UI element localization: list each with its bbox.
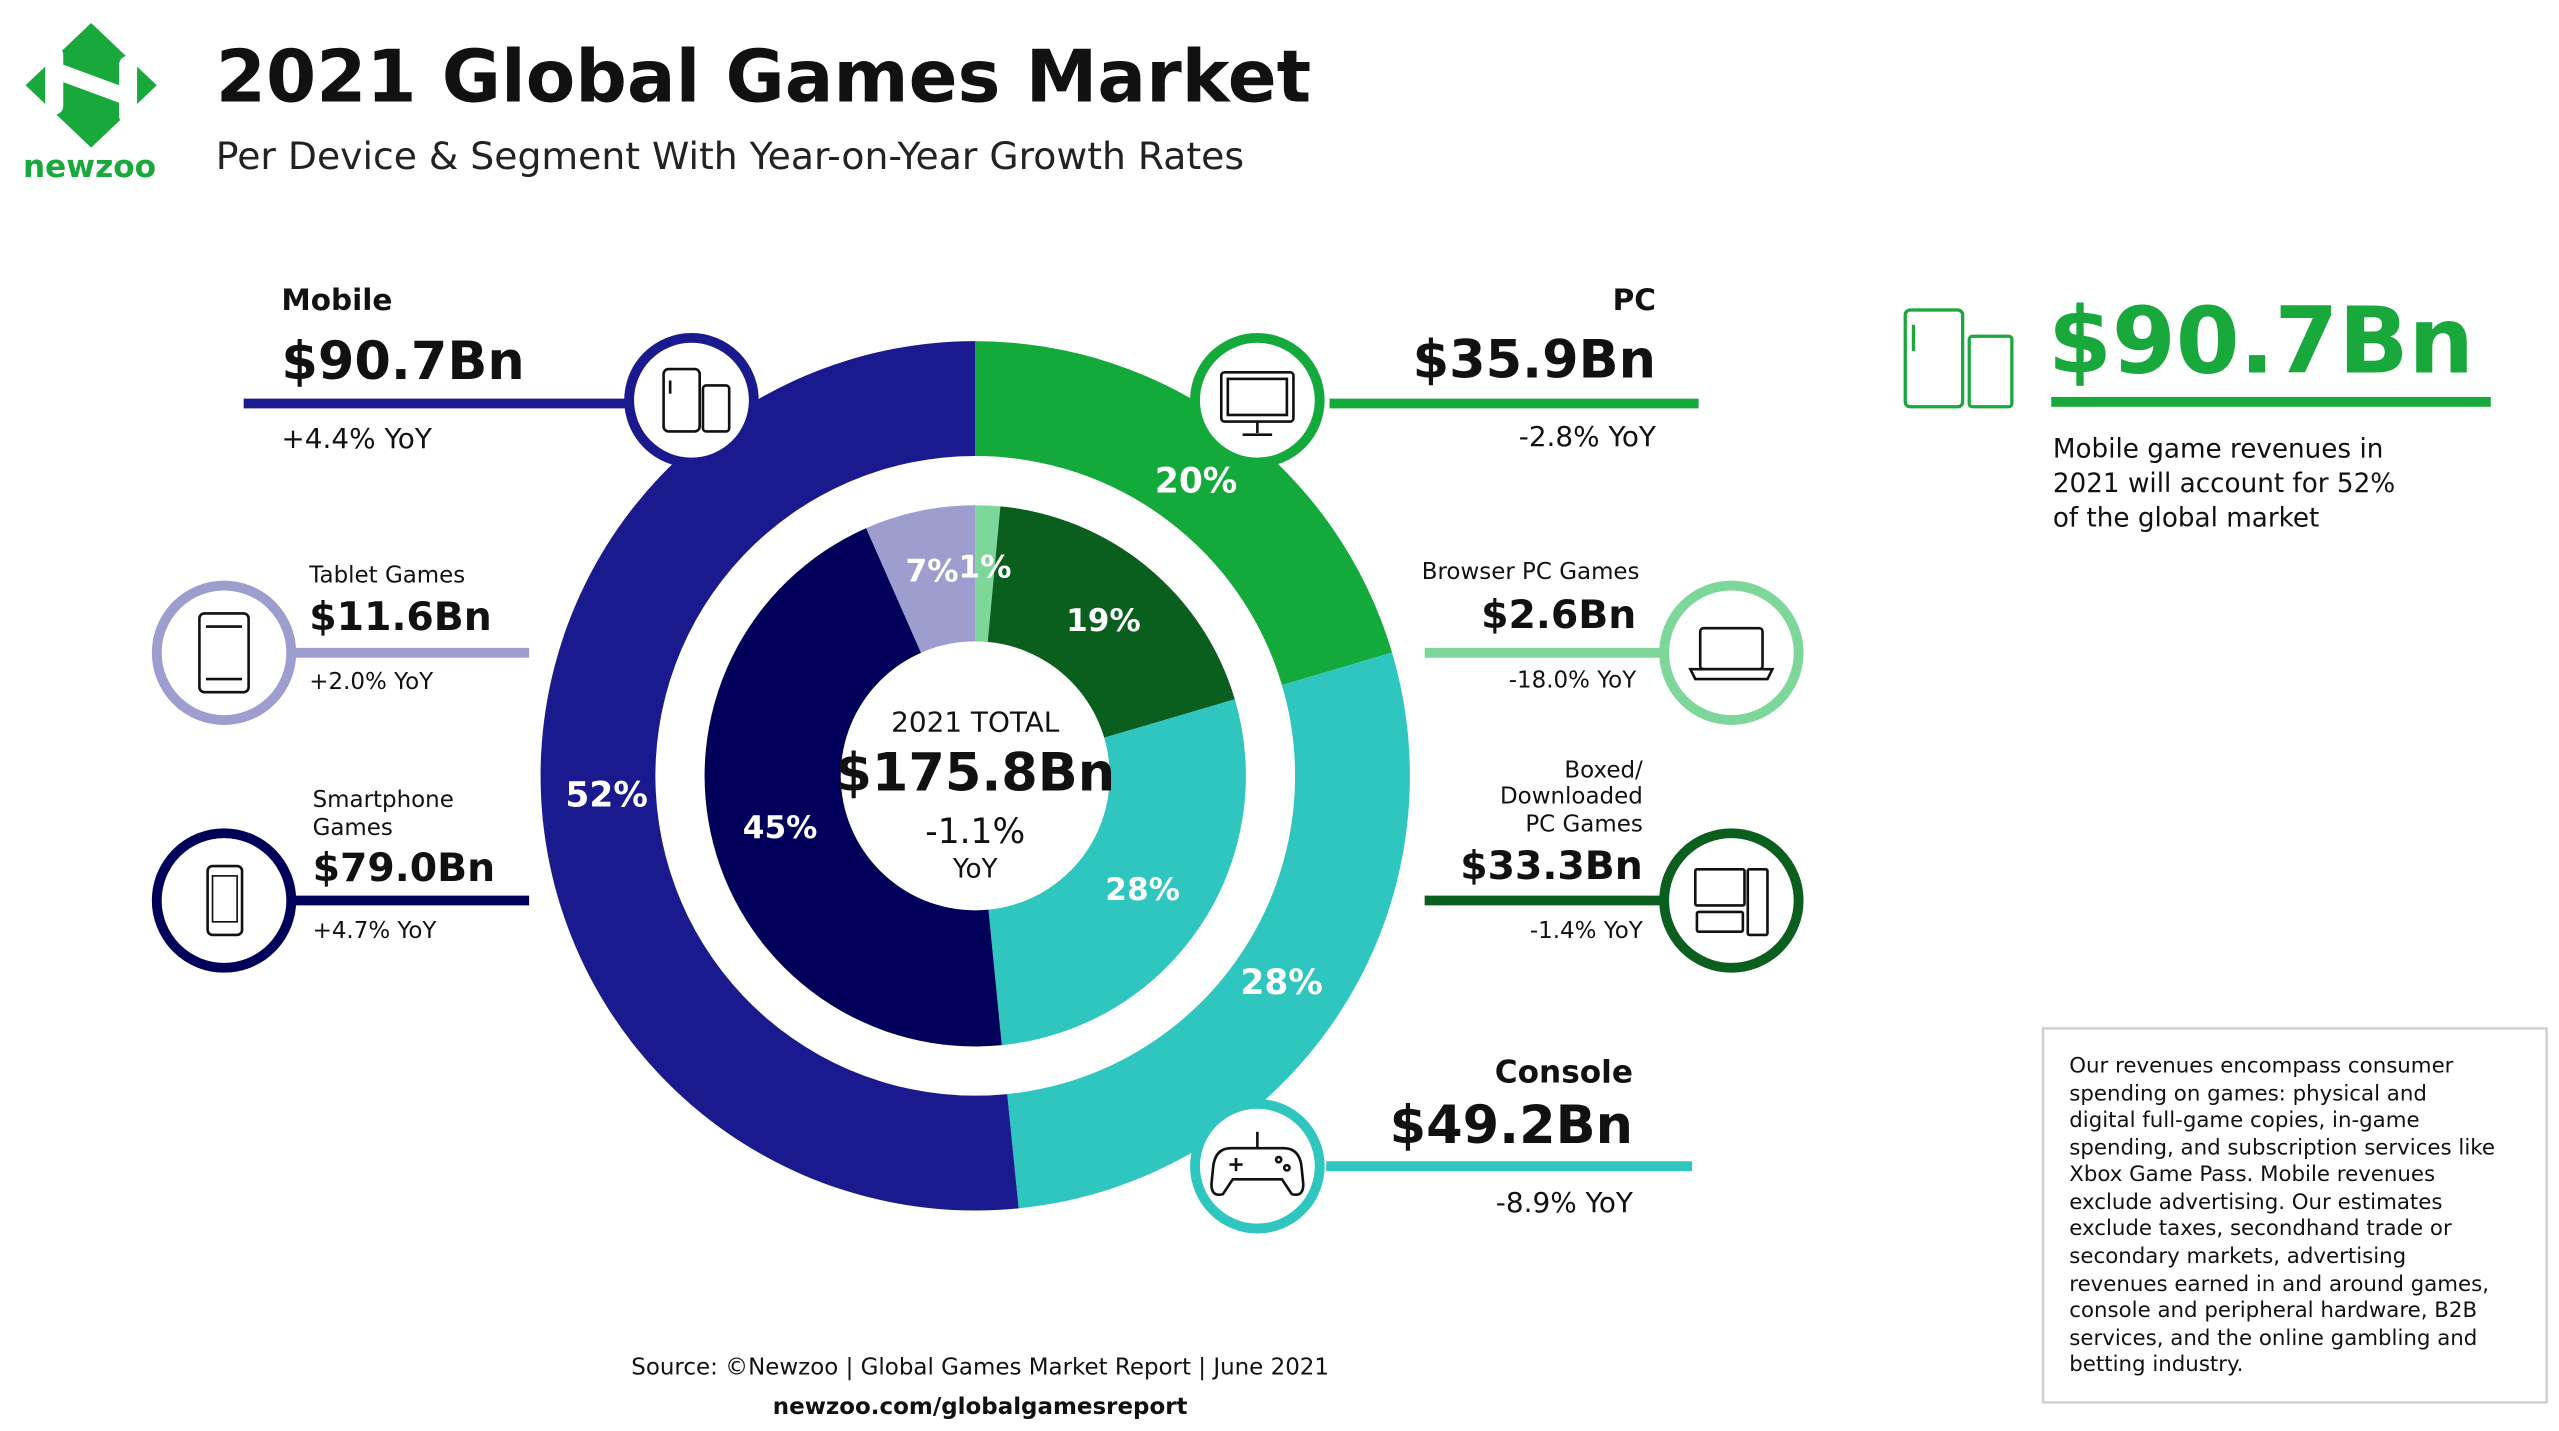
center-total-value: $175.8Bn <box>835 743 1115 804</box>
callout-mobile: Mobile $90.7Bn +4.4% YoY <box>243 283 759 468</box>
callout-browser-pc-games: Browser PC Games $2.6Bn -18.0% YoY <box>1422 559 1804 725</box>
source-text: Source: ©Newzoo | Global Games Market Re… <box>631 1355 1329 1381</box>
note-line-11: services, and the online gambling and <box>2069 1326 2477 1351</box>
mobile-yoy: +4.4% YoY <box>281 422 432 455</box>
gamepad-icon <box>1210 1131 1305 1197</box>
note-line-6: exclude advertising. Our estimates <box>2069 1190 2442 1215</box>
callout-smartphone-games: Smartphone Games $79.0Bn +4.7% YoY <box>151 787 530 973</box>
tablet-games-label: Tablet Games <box>308 562 465 588</box>
page-title: 2021 Global Games Market <box>216 36 1311 120</box>
console-yoy: -8.9% YoY <box>1496 1186 1634 1219</box>
outer-ring-slice-mobile <box>540 341 1019 1211</box>
browser-pc-games-yoy: -18.0% YoY <box>1509 667 1638 693</box>
inner-share-labels: 1% 19% 28% 45% 7% <box>743 549 1180 907</box>
smartphone-games-label-line2: Games <box>313 815 393 841</box>
methodology-note: Our revenues encompass consumer spending… <box>2041 1027 2548 1404</box>
report-link[interactable]: newzoo.com/globalgamesreport <box>773 1394 1188 1420</box>
tablet-games-value: $11.6Bn <box>309 594 492 640</box>
page-subtitle: Per Device & Segment With Year-on-Year G… <box>216 134 1244 178</box>
note-line-9: revenues earned in and around games, <box>2069 1272 2489 1297</box>
inner-ring-share-label-tablet-games: 7% <box>906 554 959 590</box>
outer-ring-share-label-mobile: 52% <box>565 776 647 816</box>
desktop-tower-icon <box>1693 868 1769 937</box>
pc-yoy: -2.8% YoY <box>1519 420 1657 453</box>
laptop-icon <box>1688 626 1775 681</box>
inner-ring-share-label-console: 28% <box>1105 872 1180 908</box>
highlight-text-line3: of the global market <box>2053 504 2319 534</box>
center-total-unit: YoY <box>952 855 999 885</box>
outer-ring-slice-console <box>1007 652 1410 1209</box>
note-line-5: Xbox Game Pass. Mobile revenues <box>2069 1162 2435 1187</box>
inner-ring-share-label-browser-pc-games: 1% <box>959 549 1012 585</box>
mobile-devices-icon <box>662 367 731 433</box>
pc-value: $35.9Bn <box>1413 329 1656 390</box>
mobile-highlight: $90.7Bn Mobile game revenues in 2021 wil… <box>1903 287 2491 534</box>
newzoo-logo-text: newzoo <box>23 149 156 185</box>
newzoo-logo[interactable]: newzoo <box>23 22 157 185</box>
note-line-1: Our revenues encompass consumer <box>2069 1054 2453 1079</box>
note-line-2: spending on games: physical and <box>2069 1082 2427 1107</box>
boxed-pc-games-label-line1: Boxed/ <box>1564 757 1643 783</box>
desktop-monitor-icon <box>1219 371 1295 436</box>
boxed-pc-games-label-line3: PC Games <box>1525 812 1642 838</box>
boxed-pc-games-yoy: -1.4% YoY <box>1530 918 1644 944</box>
callout-pc: PC $35.9Bn -2.8% YoY <box>1190 283 1699 468</box>
smartphone-icon <box>206 864 244 937</box>
tablet-games-yoy: +2.0% YoY <box>309 669 434 695</box>
center-total-growth: -1.1% <box>925 812 1025 852</box>
highlight-text-line2: 2021 will account for 52% <box>2053 469 2395 499</box>
callout-console: Console $49.2Bn -8.9% YoY <box>1190 1055 1693 1234</box>
browser-pc-games-value: $2.6Bn <box>1481 592 1636 638</box>
smartphone-games-value: $79.0Bn <box>313 845 496 891</box>
boxed-pc-games-value: $33.3Bn <box>1460 843 1643 889</box>
note-line-12: betting industry. <box>2069 1352 2243 1377</box>
console-value: $49.2Bn <box>1390 1095 1633 1156</box>
mobile-value: $90.7Bn <box>281 331 524 392</box>
outer-ring-share-label-console: 28% <box>1240 963 1322 1003</box>
outer-share-labels: 20% 28% 52% <box>565 462 1322 1003</box>
browser-pc-games-label: Browser PC Games <box>1422 559 1640 585</box>
outer-ring <box>540 341 1410 1211</box>
outer-ring-share-label-pc: 20% <box>1155 462 1237 502</box>
note-line-3: digital full-game copies, in-game <box>2069 1108 2419 1133</box>
outer-ring-slice-pc <box>975 341 1393 686</box>
boxed-pc-games-label-line2: Downloaded <box>1500 784 1643 810</box>
mobile-label: Mobile <box>281 283 392 317</box>
highlight-value: $90.7Bn <box>2048 287 2474 394</box>
note-line-7: exclude taxes, secondhand trade or <box>2069 1216 2452 1241</box>
callout-tablet-games: Tablet Games $11.6Bn +2.0% YoY <box>151 562 530 725</box>
highlight-text-line1: Mobile game revenues in <box>2053 435 2383 465</box>
smartphone-games-label-line1: Smartphone <box>313 787 454 813</box>
smartphone-games-yoy: +4.7% YoY <box>313 918 438 944</box>
callout-boxed-pc-games: Boxed/ Downloaded PC Games $33.3Bn -1.4%… <box>1424 757 1804 973</box>
inner-ring-share-label-boxed-downloaded-pc-games: 19% <box>1066 603 1141 639</box>
pc-label: PC <box>1613 283 1656 317</box>
console-label: Console <box>1495 1055 1633 1091</box>
note-line-8: secondary markets, advertising <box>2069 1244 2406 1269</box>
note-line-4: spending, and subscription services like <box>2069 1136 2495 1161</box>
center-total-label: 2021 TOTAL <box>891 706 1060 739</box>
center-total: 2021 TOTAL $175.8Bn -1.1% YoY <box>835 706 1115 885</box>
inner-ring-share-label-smartphone-games: 45% <box>743 810 818 846</box>
newzoo-logo-mark-icon <box>25 22 157 148</box>
mobile-devices-icon <box>1903 308 2014 409</box>
note-line-10: console and peripheral hardware, B2B <box>2069 1298 2477 1323</box>
tablet-icon <box>198 612 250 694</box>
